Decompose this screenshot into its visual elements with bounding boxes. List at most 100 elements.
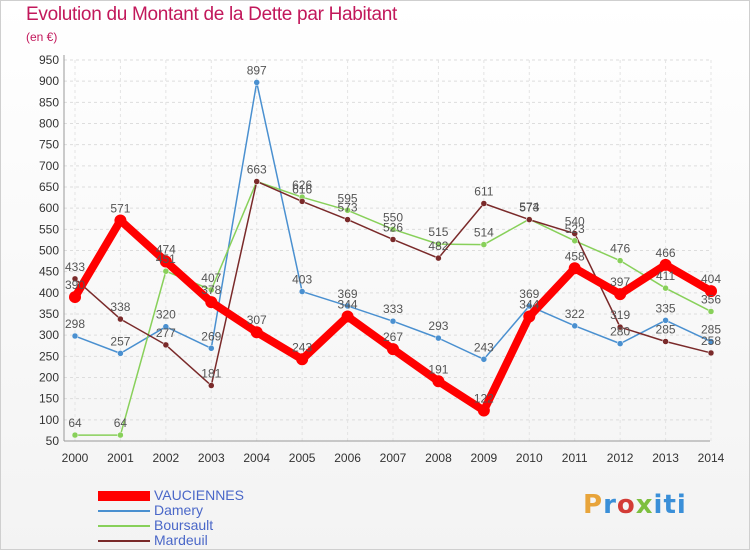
x-tick-label: 2007 — [380, 451, 407, 465]
x-tick-label: 2010 — [516, 451, 543, 465]
data-point-boursault — [389, 226, 397, 233]
data-point-vauciennes — [523, 310, 536, 323]
x-tick-label: 2012 — [607, 451, 634, 465]
data-label: 64 — [68, 416, 82, 430]
data-point-damery — [253, 79, 260, 86]
data-point-mardeuil — [662, 338, 669, 345]
data-point-vauciennes — [205, 296, 218, 309]
data-point-boursault — [71, 431, 79, 439]
y-tick-label: 650 — [39, 180, 59, 194]
data-label: 122 — [474, 392, 494, 406]
data-label: 540 — [565, 215, 585, 229]
legend-label-damery: Damery — [154, 502, 204, 518]
data-label: 322 — [565, 307, 585, 321]
legend-item-vauciennes: VAUCIENNES — [98, 488, 244, 503]
data-label: 458 — [565, 249, 585, 263]
data-point-vauciennes — [159, 255, 172, 268]
data-label: 293 — [428, 319, 448, 333]
data-label: 403 — [292, 273, 312, 287]
data-point-mardeuil — [344, 216, 351, 223]
data-label: 344 — [338, 298, 358, 312]
data-point-damery — [208, 345, 215, 352]
data-point-mardeuil — [71, 275, 79, 283]
y-tick-label: 750 — [39, 138, 59, 152]
proxiti-logo: Proxiti — [583, 490, 687, 520]
data-label: 269 — [201, 329, 221, 343]
axes: 50 100 150 200 250 300 350 400 450 500 550 600 650 70… — [39, 53, 725, 465]
legend-item-boursault: Boursault — [98, 518, 244, 533]
data-label: 277 — [156, 326, 176, 340]
y-tick-label: 500 — [39, 244, 59, 258]
data-label: 344 — [519, 298, 539, 312]
x-tick-label: 2006 — [334, 451, 361, 465]
data-label: 320 — [156, 308, 176, 322]
y-tick-label: 100 — [39, 413, 59, 427]
x-tick-label: 2001 — [107, 451, 134, 465]
x-tick-label: 2005 — [289, 451, 316, 465]
x-tick-label: 2008 — [425, 451, 452, 465]
data-label: 663 — [247, 162, 267, 176]
y-tick-label: 350 — [39, 307, 59, 321]
data-point-vauciennes — [432, 375, 445, 388]
data-label: 466 — [656, 246, 676, 260]
data-label: 378 — [201, 283, 221, 297]
data-point-boursault — [571, 237, 578, 245]
data-point-mardeuil — [117, 315, 124, 323]
y-tick-label: 550 — [39, 222, 59, 236]
data-label: 550 — [383, 210, 403, 224]
data-point-boursault — [435, 240, 442, 248]
data-label: 523 — [565, 222, 585, 236]
data-label: 267 — [383, 330, 403, 344]
x-tick-label: 2004 — [243, 451, 270, 465]
data-label: 404 — [701, 272, 721, 286]
data-label: 515 — [428, 225, 448, 239]
data-label: 451 — [156, 252, 176, 266]
data-point-damery — [707, 338, 715, 345]
y-tick-label: 850 — [39, 95, 59, 109]
data-point-damery — [480, 356, 488, 363]
x-tick-label: 2013 — [652, 451, 679, 465]
data-point-vauciennes — [659, 258, 672, 271]
y-tick-label: 50 — [46, 434, 60, 448]
legend-item-mardeuil: Mardeuil — [98, 533, 244, 548]
data-point-boursault — [616, 257, 624, 264]
data-label: 476 — [610, 242, 630, 256]
y-tick-label: 700 — [39, 159, 59, 173]
y-tick-label: 600 — [39, 201, 59, 215]
data-point-damery — [117, 350, 124, 357]
data-label: 64 — [114, 416, 128, 430]
data-label: 433 — [65, 260, 85, 274]
y-tick-label: 200 — [39, 371, 59, 385]
legend: VAUCIENNES Damery Boursault Mardeuil — [98, 488, 244, 548]
y-tick-label: 300 — [39, 328, 59, 342]
data-point-vauciennes — [341, 310, 354, 323]
data-label: 474 — [156, 243, 176, 257]
data-point-damery — [571, 322, 578, 330]
data-point-damery — [344, 302, 351, 310]
y-tick-label: 950 — [39, 53, 59, 67]
data-point-vauciennes — [477, 404, 490, 417]
data-point-boursault — [480, 241, 488, 248]
data-label: 397 — [610, 275, 630, 289]
legend-label-mardeuil: Mardeuil — [154, 532, 208, 548]
data-point-damery — [71, 332, 79, 340]
data-point-mardeuil — [571, 230, 578, 237]
data-label: 338 — [110, 300, 130, 314]
data-point-vauciennes — [387, 343, 399, 356]
data-point-mardeuil — [389, 236, 397, 243]
data-points — [69, 79, 717, 439]
data-label: 257 — [110, 334, 130, 348]
y-tick-label: 250 — [39, 349, 59, 363]
data-point-mardeuil — [526, 216, 533, 223]
data-point-damery — [298, 288, 306, 295]
data-label: 897 — [247, 63, 267, 77]
legend-swatch-boursault — [98, 524, 150, 527]
data-point-boursault — [707, 308, 715, 315]
data-label: 285 — [656, 323, 676, 337]
data-label: 611 — [474, 185, 493, 199]
data-label: 181 — [201, 367, 221, 381]
data-label: 243 — [474, 340, 494, 354]
y-tick-label: 450 — [39, 265, 59, 279]
